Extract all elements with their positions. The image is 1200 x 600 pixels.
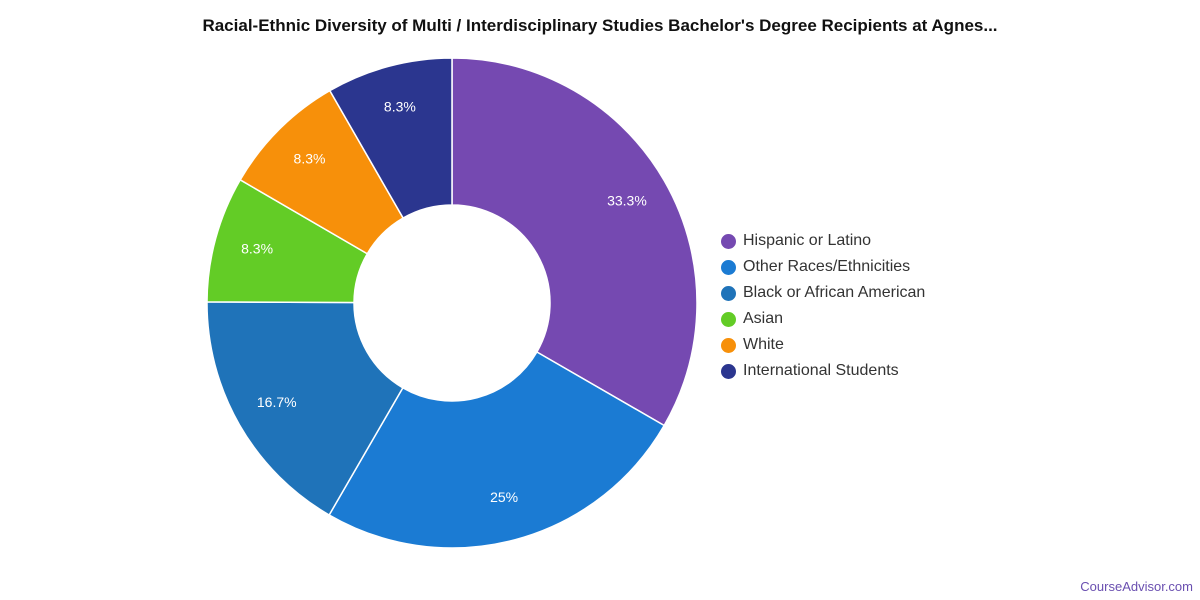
slice-hispanic-or-latino[interactable] <box>451 57 698 427</box>
legend-swatch-icon <box>721 259 736 275</box>
slice-label: 33.3% <box>607 193 647 209</box>
slice-international-students[interactable] <box>328 57 453 220</box>
legend-label: Black or African American <box>743 284 926 301</box>
source-credit[interactable]: CourseAdvisor.com <box>1080 579 1193 594</box>
slice-black-or-african-american[interactable] <box>206 301 404 517</box>
legend-label: Asian <box>743 310 784 327</box>
donut-slices <box>206 57 698 549</box>
legend-label: Other Races/Ethnicities <box>743 258 911 275</box>
legend-swatch-icon <box>721 285 736 301</box>
chart-title: Racial-Ethnic Diversity of Multi / Inter… <box>202 16 998 35</box>
legend-label: International Students <box>743 362 899 379</box>
slice-label: 8.3% <box>294 151 326 167</box>
legend-label: Hispanic or Latino <box>743 232 872 249</box>
legend-swatch-icon <box>721 311 736 327</box>
legend-item[interactable]: White <box>721 332 925 358</box>
chart-legend: Hispanic or Latino Other Races/Ethnicitie… <box>721 228 925 384</box>
slice-label: 8.3% <box>384 99 416 115</box>
slice-label: 16.7% <box>257 394 297 410</box>
legend-item[interactable]: International Students <box>721 358 925 384</box>
legend-swatch-icon <box>721 233 736 249</box>
slice-label: 8.3% <box>241 241 273 257</box>
legend-swatch-icon <box>721 337 736 353</box>
slice-other-races-ethnicities[interactable] <box>328 350 666 549</box>
slice-label: 25% <box>490 489 518 505</box>
legend-swatch-icon <box>721 363 736 379</box>
legend-item[interactable]: Other Races/Ethnicities <box>721 254 925 280</box>
legend-item[interactable]: Black or African American <box>721 280 925 306</box>
legend-item[interactable]: Asian <box>721 306 925 332</box>
legend-item[interactable]: Hispanic or Latino <box>721 228 925 254</box>
legend-label: White <box>743 336 784 353</box>
donut-slice-labels: 33.3% 25% 16.7% 8.3% 8.3% 8.3% <box>241 99 647 505</box>
